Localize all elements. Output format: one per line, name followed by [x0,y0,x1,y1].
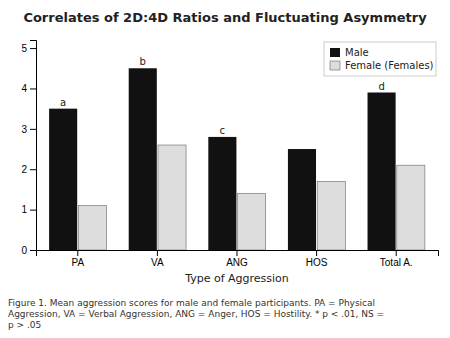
tick-mark [30,250,36,251]
bar [397,165,425,250]
tick: PA [71,250,84,268]
caption-line: Aggression, VA = Verbal Aggression, ANG … [8,309,384,319]
tick-label: 2 [21,164,27,175]
tick-mark [237,250,238,256]
bar [238,193,266,250]
series [49,68,396,250]
annotation: d [378,81,384,92]
tick-mark [157,250,158,256]
tick: VA [151,250,164,268]
tick-label: ANG [226,257,248,268]
tick-label: 3 [21,124,27,135]
bar [78,206,106,250]
legend-swatch [330,48,340,57]
tick-mark [30,169,36,170]
tick-label: PA [71,257,84,268]
tick-mark [316,250,317,256]
tick-label: 4 [21,83,27,94]
tick-mark [30,210,36,211]
tick-label: 5 [21,43,27,54]
bar [208,137,236,250]
axis-line [37,251,439,257]
caption-line: Figure 1. Mean aggression scores for mal… [8,298,375,308]
bar [317,181,345,250]
caption: Figure 1. Mean aggression scores for mal… [8,298,384,330]
tick-mark [396,250,397,256]
tick: 0 [21,245,36,256]
chart: Correlates of 2D:4D Ratios and Fluctuati… [0,0,450,338]
tick: 1 [21,204,36,215]
x-axis-title: Type of Aggression [184,272,289,285]
tick: Total A. [380,250,413,268]
axis-line [30,41,37,251]
tick-label: VA [151,257,164,268]
annotation: b [140,56,146,67]
legend-swatch [330,61,340,70]
title: Correlates of 2D:4D Ratios and Fluctuati… [23,10,427,25]
y-axis: 0 1 2 3 4 5 [21,41,36,256]
x-axis: PA VA ANG HOS Total A. [37,250,439,268]
legend-label: Male [345,47,369,58]
legend-label: Female (Females) [345,60,434,71]
annotation: c [220,125,226,136]
tick-mark [30,88,36,89]
bar [158,145,186,250]
annotation: a [60,97,66,108]
bar [288,149,316,250]
tick-label: 0 [21,245,27,256]
tick-label: Total A. [380,257,413,268]
caption-line: p > .05 [8,320,41,330]
tick: 3 [21,124,36,135]
bar [368,93,396,251]
annotations: a b c d [60,56,385,136]
bars [49,68,425,250]
tick-mark [30,48,36,49]
tick: ANG [226,250,248,268]
legend-item: Male [330,47,369,58]
tick: 2 [21,164,36,175]
series [78,145,425,250]
bar [49,109,77,250]
bar [129,68,157,250]
legend-item: Female (Females) [330,60,434,71]
tick-mark [77,250,78,256]
tick-mark [30,129,36,130]
tick-label: HOS [306,257,328,268]
tick: HOS [306,250,328,268]
tick: 4 [21,83,36,94]
tick: 5 [21,43,36,54]
tick-label: 1 [21,204,27,215]
legend-box [324,42,436,76]
legend: Male Female (Females) [324,42,436,76]
plot: 0 1 2 3 4 5 PA VA ANG HOS Total A. Type of Aggressi… [21,41,438,286]
